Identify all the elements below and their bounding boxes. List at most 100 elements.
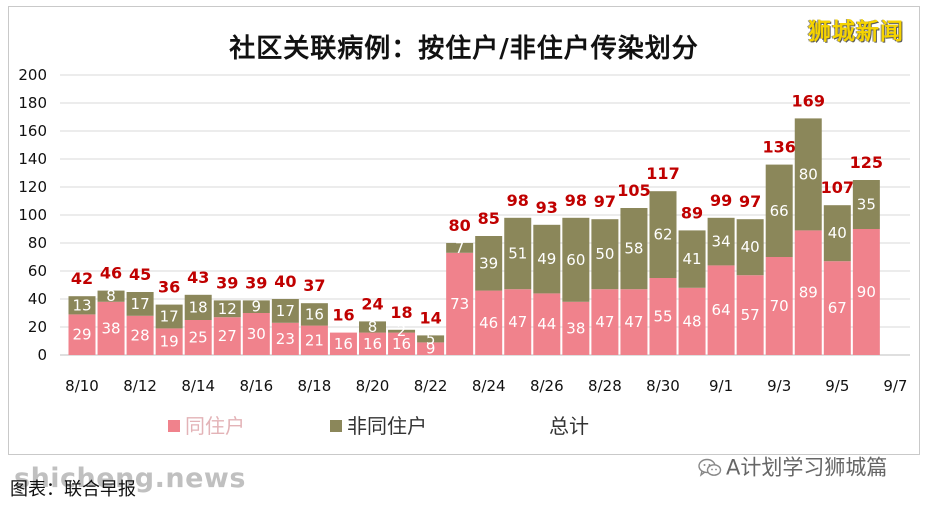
x-tick-label: 8/18 <box>298 377 332 395</box>
label-total: 85 <box>478 209 500 228</box>
bar-household <box>533 293 561 355</box>
bar-household <box>852 229 880 355</box>
wechat-icon <box>698 458 722 478</box>
account-credit: A计划学习狮城篇 <box>698 453 887 481</box>
label-household: 21 <box>305 331 324 349</box>
label-household: 47 <box>508 313 527 331</box>
bar-non-household <box>300 303 328 326</box>
label-household: 47 <box>624 313 643 331</box>
label-non-household: 5 <box>426 330 436 348</box>
bar-non-household <box>446 243 474 253</box>
bar-non-household <box>359 321 386 333</box>
x-tick-label: 8/22 <box>414 377 448 395</box>
label-non-household: 7 <box>455 239 465 257</box>
bar-non-household <box>620 208 648 290</box>
label-household: 57 <box>741 306 760 324</box>
bar-household <box>765 257 793 355</box>
label-total: 46 <box>100 264 122 283</box>
label-total: 14 <box>419 308 441 327</box>
label-household: 25 <box>189 329 208 347</box>
label-non-household: 8 <box>368 318 378 336</box>
bar-household <box>271 322 299 355</box>
x-tick-label: 8/26 <box>530 377 564 395</box>
label-household: 16 <box>363 335 382 353</box>
x-tick-label: 8/14 <box>181 377 215 395</box>
bar-household <box>329 332 357 355</box>
bar-household <box>417 342 445 355</box>
label-non-household: 17 <box>131 295 150 313</box>
bar-non-household <box>97 290 125 302</box>
y-tick-label: 100 <box>18 206 47 224</box>
label-non-household: 66 <box>770 202 789 220</box>
label-non-household: 40 <box>741 238 760 256</box>
legend-label-non-household: 非同住户 <box>347 414 427 438</box>
label-total: 40 <box>274 272 296 291</box>
label-household: 64 <box>712 301 731 319</box>
x-tick-label: 8/24 <box>472 377 506 395</box>
label-total: 89 <box>681 203 703 222</box>
legend-item-total: 总计 <box>532 413 589 439</box>
label-non-household: 40 <box>828 224 847 242</box>
y-tick-label: 140 <box>18 150 47 168</box>
y-tick-label: 200 <box>18 66 47 84</box>
bar-household <box>504 289 532 355</box>
label-total: 105 <box>617 181 650 200</box>
label-household: 16 <box>392 335 411 353</box>
label-total: 16 <box>332 306 354 325</box>
bar-household <box>678 287 706 355</box>
bar-household <box>388 332 416 355</box>
bar-household <box>213 317 241 355</box>
bar-non-household <box>736 219 764 276</box>
label-non-household: 8 <box>106 287 116 305</box>
y-tick-label: 180 <box>18 94 47 112</box>
bar-household <box>707 265 735 355</box>
bar-household <box>359 332 386 355</box>
label-non-household: 12 <box>218 300 237 318</box>
x-tick-label: 8/12 <box>123 377 157 395</box>
label-household: 19 <box>160 333 179 351</box>
bar-non-household <box>213 300 241 318</box>
bar-non-household <box>852 180 880 229</box>
label-non-household: 17 <box>276 302 295 320</box>
bar-non-household <box>388 329 416 333</box>
bar-household <box>446 252 474 355</box>
label-total: 97 <box>739 192 761 211</box>
label-total: 125 <box>850 153 883 172</box>
x-tick-label: 9/7 <box>883 377 907 395</box>
bar-non-household <box>591 219 619 290</box>
label-household: 70 <box>770 297 789 315</box>
bar-household <box>97 301 125 355</box>
label-total: 37 <box>303 276 325 295</box>
x-tick-label: 9/1 <box>709 377 733 395</box>
bar-non-household <box>794 118 822 231</box>
bar-household <box>126 315 154 355</box>
y-tick-label: 120 <box>18 178 47 196</box>
label-non-household: 50 <box>595 245 614 263</box>
bar-non-household <box>649 191 677 278</box>
bar-non-household <box>823 205 851 262</box>
bar-non-household <box>533 224 561 294</box>
label-total: 93 <box>536 198 558 217</box>
bar-non-household <box>126 292 154 316</box>
bar-non-household <box>707 217 735 266</box>
bar-non-household <box>68 296 96 315</box>
y-tick-label: 60 <box>28 262 47 280</box>
x-tick-label: 9/5 <box>825 377 849 395</box>
label-total: 117 <box>646 164 679 183</box>
bar-non-household <box>765 164 793 257</box>
x-tick-label: 8/10 <box>65 377 99 395</box>
label-total: 107 <box>821 178 854 197</box>
label-household: 47 <box>595 313 614 331</box>
label-total: 39 <box>216 273 238 292</box>
label-total: 98 <box>565 191 587 210</box>
bar-household <box>736 275 764 355</box>
label-total: 136 <box>762 138 795 157</box>
bar-non-household <box>504 217 532 290</box>
bar-household <box>155 328 183 355</box>
x-tick-label: 8/30 <box>646 377 680 395</box>
x-tick-label: 8/28 <box>588 377 622 395</box>
label-non-household: 41 <box>683 250 702 268</box>
label-total: 99 <box>710 191 732 210</box>
bar-non-household <box>242 300 270 313</box>
y-tick-label: 0 <box>37 346 47 364</box>
